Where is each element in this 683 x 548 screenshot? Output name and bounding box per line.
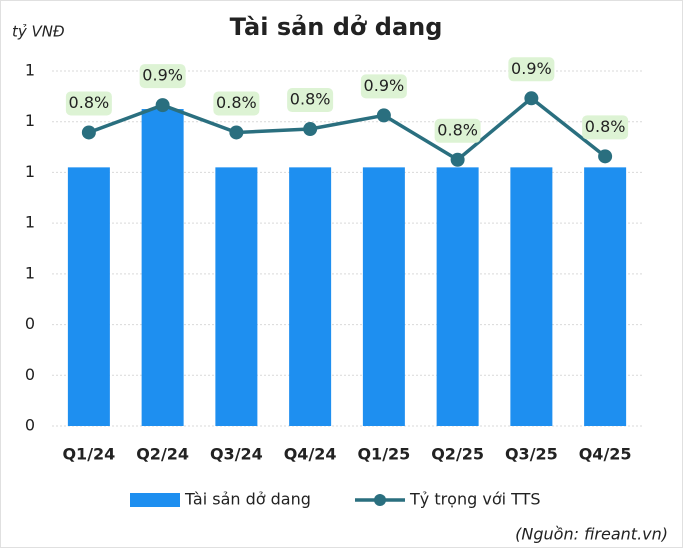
x-tick-label: Q1/25 [357, 445, 410, 464]
y-tick-label: 1 [25, 162, 35, 181]
legend-swatch [374, 494, 386, 506]
legend-swatch [130, 493, 180, 507]
data-label-box [65, 91, 112, 116]
x-tick-label: Q3/24 [210, 445, 263, 464]
y-tick-label: 1 [25, 61, 35, 80]
line-marker [81, 125, 96, 140]
data-label: 0.9% [511, 59, 552, 78]
y-tick-label: 1 [25, 213, 35, 232]
x-tick-label: Q3/25 [505, 445, 558, 464]
line-marker [155, 98, 170, 113]
bar [67, 167, 110, 426]
data-label-box [582, 115, 629, 140]
data-label: 0.9% [142, 66, 183, 85]
y-tick-label: 1 [25, 111, 35, 130]
line-marker [450, 152, 465, 167]
line-marker [376, 108, 391, 123]
x-tick-label: Q2/25 [431, 445, 484, 464]
bar [436, 167, 479, 426]
data-label: 0.8% [290, 90, 331, 109]
line-marker [524, 91, 539, 106]
x-tick-label: Q4/24 [284, 445, 337, 464]
data-label: 0.8% [585, 117, 626, 136]
data-label-box [434, 118, 481, 143]
data-label: 0.8% [69, 93, 110, 112]
line-marker [303, 122, 318, 137]
y-tick-label: 0 [25, 365, 35, 384]
y-axis-label: tỷ VNĐ [12, 23, 65, 41]
data-label-box [508, 57, 555, 82]
bar [584, 167, 627, 426]
y-tick-label: 0 [25, 314, 35, 333]
line-marker [598, 149, 613, 164]
data-label: 0.8% [216, 93, 257, 112]
data-label-box [287, 88, 334, 113]
bar [362, 167, 405, 426]
line [88, 96, 607, 162]
x-tick-label: Q2/24 [136, 445, 189, 464]
legend-label: Tỷ trọng với TTS [409, 490, 541, 509]
y-tick-label: 0 [25, 416, 35, 435]
data-label: 0.8% [437, 120, 478, 139]
data-label-box [360, 74, 407, 99]
bar [289, 167, 332, 426]
line-marker [229, 125, 244, 140]
y-tick-label: 1 [25, 263, 35, 282]
legend-label: Tài sản dở dang [184, 490, 311, 509]
data-label-box [139, 64, 186, 89]
source: (Nguồn: fireant.vn) [515, 525, 668, 544]
data-label: 0.9% [364, 76, 405, 95]
data-label-box [213, 91, 260, 116]
chart-title: Tài sản dở dang [230, 13, 443, 41]
x-tick-label: Q1/24 [62, 445, 115, 464]
bar [141, 109, 184, 427]
bar [510, 167, 553, 426]
bar [215, 167, 258, 426]
x-tick-label: Q4/25 [579, 445, 632, 464]
